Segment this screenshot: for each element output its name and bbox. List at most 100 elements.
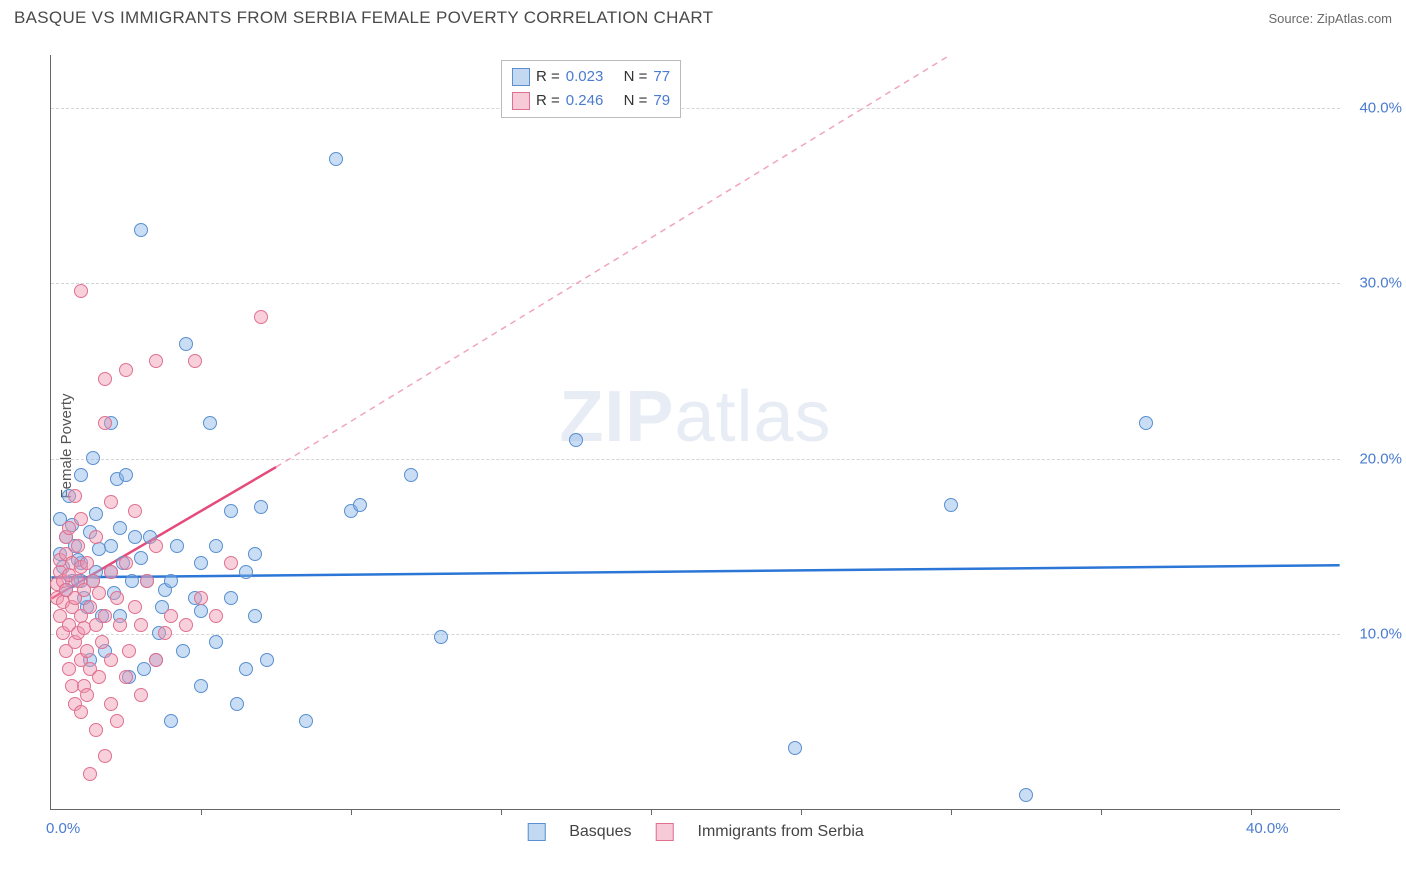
- scatter-point: [83, 600, 97, 614]
- legend-row: R = 0.023 N = 77: [512, 65, 670, 89]
- scatter-point: [68, 489, 82, 503]
- scatter-point: [176, 644, 190, 658]
- scatter-point: [230, 697, 244, 711]
- scatter-point: [80, 644, 94, 658]
- scatter-point: [62, 662, 76, 676]
- scatter-point: [239, 662, 253, 676]
- scatter-point: [329, 152, 343, 166]
- scatter-point: [254, 500, 268, 514]
- scatter-point: [434, 630, 448, 644]
- gridline: [51, 634, 1340, 635]
- scatter-point: [194, 591, 208, 605]
- scatter-point: [74, 468, 88, 482]
- scatter-point: [74, 705, 88, 719]
- scatter-point: [164, 714, 178, 728]
- scatter-point: [74, 284, 88, 298]
- scatter-point: [83, 767, 97, 781]
- xtick: [501, 809, 502, 815]
- scatter-point: [134, 618, 148, 632]
- scatter-point: [260, 653, 274, 667]
- xtick: [1251, 809, 1252, 815]
- scatter-point: [569, 433, 583, 447]
- scatter-point: [128, 530, 142, 544]
- xtick: [801, 809, 802, 815]
- swatch-icon: [512, 92, 530, 110]
- scatter-point: [119, 468, 133, 482]
- scatter-point: [254, 310, 268, 324]
- xtick: [351, 809, 352, 815]
- scatter-point: [92, 586, 106, 600]
- gridline: [51, 283, 1340, 284]
- scatter-point: [194, 679, 208, 693]
- scatter-point: [74, 512, 88, 526]
- scatter-point: [140, 574, 154, 588]
- scatter-point: [134, 688, 148, 702]
- xaxis-label: 0.0%: [46, 820, 80, 837]
- scatter-point: [179, 618, 193, 632]
- scatter-point: [248, 547, 262, 561]
- scatter-point: [1019, 788, 1033, 802]
- scatter-point: [203, 416, 217, 430]
- xtick: [651, 809, 652, 815]
- gridline: [51, 108, 1340, 109]
- ytick-label: 40.0%: [1359, 99, 1402, 116]
- scatter-point: [164, 574, 178, 588]
- scatter-point: [209, 635, 223, 649]
- scatter-point: [248, 609, 262, 623]
- xtick: [951, 809, 952, 815]
- scatter-point: [104, 653, 118, 667]
- scatter-point: [86, 451, 100, 465]
- scatter-point: [299, 714, 313, 728]
- ytick-label: 30.0%: [1359, 275, 1402, 292]
- series-legend: Basques Immigrants from Serbia: [527, 823, 864, 841]
- legend-label: Basques: [569, 823, 631, 841]
- scatter-point: [119, 670, 133, 684]
- scatter-point: [137, 662, 151, 676]
- scatter-point: [353, 498, 367, 512]
- ytick-label: 20.0%: [1359, 450, 1402, 467]
- source-label: Source: ZipAtlas.com: [1268, 11, 1392, 26]
- scatter-point: [71, 539, 85, 553]
- scatter-point: [98, 372, 112, 386]
- scatter-point: [944, 498, 958, 512]
- watermark: ZIPatlas: [559, 376, 831, 458]
- scatter-point: [194, 556, 208, 570]
- xaxis-label: 40.0%: [1246, 820, 1289, 837]
- scatter-point: [104, 539, 118, 553]
- correlation-legend: R = 0.023 N = 77 R = 0.246 N = 79: [501, 60, 681, 118]
- scatter-point: [110, 591, 124, 605]
- scatter-point: [134, 223, 148, 237]
- scatter-point: [134, 551, 148, 565]
- scatter-point: [98, 749, 112, 763]
- scatter-point: [149, 539, 163, 553]
- scatter-point: [113, 618, 127, 632]
- xtick: [1101, 809, 1102, 815]
- scatter-point: [1139, 416, 1153, 430]
- scatter-point: [119, 556, 133, 570]
- legend-row: R = 0.246 N = 79: [512, 89, 670, 113]
- chart-title: BASQUE VS IMMIGRANTS FROM SERBIA FEMALE …: [14, 8, 713, 28]
- scatter-point: [110, 714, 124, 728]
- scatter-point: [179, 337, 193, 351]
- scatter-point: [170, 539, 184, 553]
- scatter-point: [104, 565, 118, 579]
- swatch-icon: [527, 823, 545, 841]
- scatter-point: [89, 723, 103, 737]
- xtick: [201, 809, 202, 815]
- scatter-point: [224, 591, 238, 605]
- scatter-point: [158, 626, 172, 640]
- chart-plot-area: ZIPatlas 10.0%20.0%30.0%40.0% 0.0%40.0% …: [50, 55, 1340, 810]
- scatter-point: [149, 354, 163, 368]
- scatter-point: [119, 363, 133, 377]
- scatter-point: [128, 600, 142, 614]
- scatter-point: [209, 609, 223, 623]
- swatch-icon: [512, 68, 530, 86]
- scatter-point: [224, 504, 238, 518]
- scatter-point: [788, 741, 802, 755]
- scatter-point: [404, 468, 418, 482]
- scatter-point: [125, 574, 139, 588]
- scatter-point: [80, 688, 94, 702]
- scatter-point: [98, 416, 112, 430]
- scatter-point: [239, 565, 253, 579]
- scatter-point: [224, 556, 238, 570]
